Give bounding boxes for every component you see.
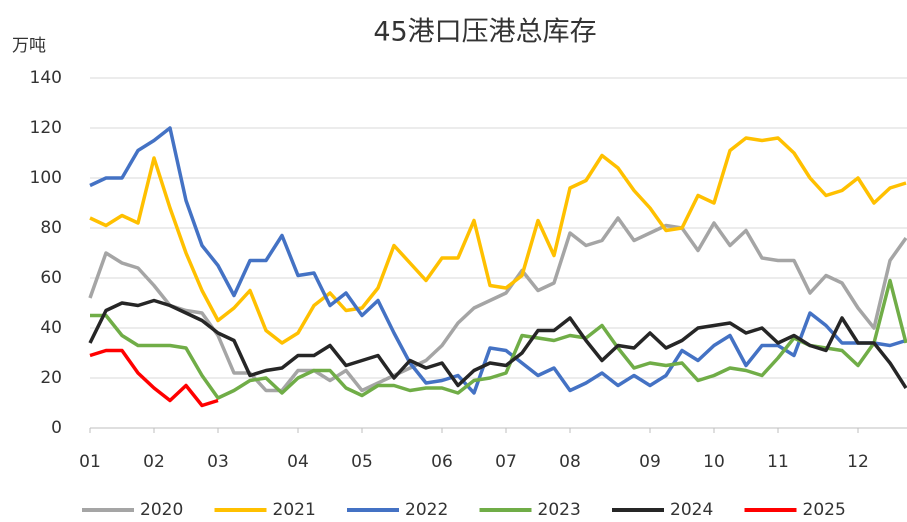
legend-label: 2023 (538, 500, 581, 520)
data-line (89, 348, 219, 408)
y-tick-label: 120 (30, 118, 62, 138)
data-line (88, 216, 907, 393)
x-tick-label: 10 (703, 452, 725, 472)
y-tick-label: 20 (40, 368, 62, 388)
y-tick-label: 100 (30, 168, 62, 188)
chart-title: 45港口压港总库存 (373, 17, 596, 48)
y-axis-label: 万吨 (12, 36, 46, 56)
y-tick-label: 0 (51, 418, 62, 438)
x-tick-label: 11 (767, 452, 789, 472)
x-tick-label: 07 (495, 452, 517, 472)
y-tick-label: 80 (40, 218, 62, 238)
y-tick-label: 140 (30, 68, 62, 88)
legend-label: 2020 (140, 500, 183, 520)
x-tick-label: 01 (79, 452, 101, 472)
legend-label: 2025 (803, 500, 846, 520)
legend-label: 2024 (670, 500, 713, 520)
legend-label: 2022 (405, 500, 448, 520)
x-tick-label: 05 (351, 452, 373, 472)
legend-label: 2021 (273, 500, 316, 520)
data-line (90, 278, 907, 400)
data-line (89, 136, 907, 345)
x-tick-label: 09 (639, 452, 661, 472)
x-tick-label: 04 (287, 452, 309, 472)
x-tick-label: 03 (207, 452, 229, 472)
x-tick-label: 12 (847, 452, 869, 472)
x-tick-label: 06 (431, 452, 453, 472)
x-tick-label: 02 (143, 452, 165, 472)
y-tick-label: 60 (40, 268, 62, 288)
x-tick-label: 08 (559, 452, 581, 472)
y-tick-label: 40 (40, 318, 62, 338)
data-line (88, 298, 907, 389)
data-line (89, 126, 907, 395)
